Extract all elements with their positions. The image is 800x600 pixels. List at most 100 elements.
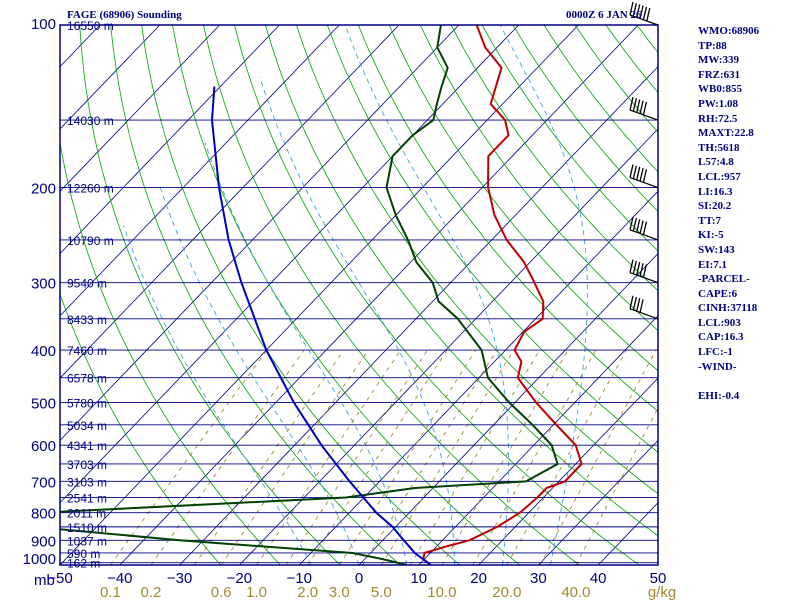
wind-barb-staff [629, 109, 659, 121]
index-line: MW:339 [698, 54, 739, 67]
mixing-ratio-label: 40.0 [561, 584, 590, 600]
pressure-tick-label: 100 [31, 16, 56, 33]
mixing-ratio-line [539, 349, 657, 565]
mixing-ratio-line [194, 349, 345, 565]
temperature-tick-label: −30 [167, 570, 192, 587]
index-line: LCL:957 [698, 170, 741, 183]
chart-title: FAGE (68906) Sounding [67, 9, 182, 21]
wind-barb-flag [629, 1, 634, 16]
mixing-ratio-line [285, 349, 428, 565]
wind-barb-flag [632, 217, 637, 232]
moist-adiabat [259, 77, 456, 565]
height-label: 2541 m [67, 492, 107, 506]
index-line: PW:1.08 [698, 97, 739, 110]
wind-barb-flag [629, 259, 634, 273]
wind-barb-flag [642, 169, 648, 183]
height-label: 1037 m [67, 534, 107, 548]
height-label: 6578 m [67, 372, 107, 386]
dry-adiabat [110, 25, 401, 565]
wind-barb [629, 216, 659, 241]
moist-adiabat [159, 187, 360, 565]
wind-barb-flag [642, 264, 648, 278]
index-line: LFC:-1 [698, 346, 733, 359]
isotherm-line [418, 315, 658, 565]
mixing-ratio-label: 5.0 [371, 584, 392, 600]
height-label: 590 m [67, 547, 100, 561]
index-line: TT:7 [698, 214, 722, 227]
index-line: TP:88 [698, 39, 727, 52]
index-line: MAXT:22.8 [698, 127, 754, 140]
index-line: SI:20.2 [698, 200, 732, 213]
wind-barb-flag [642, 6, 648, 20]
height-label: 12260 m [67, 182, 114, 196]
height-label: 14030 m [67, 114, 114, 128]
chart-grid [60, 25, 658, 565]
index-line: TH:5618 [698, 141, 740, 154]
mixing-ratio-label: 10.0 [427, 584, 456, 600]
height-label: 162 m [67, 557, 100, 571]
temperature-tick-label: 40 [590, 570, 607, 587]
index-line: WMO:68906 [698, 25, 760, 37]
mixing-ratio-label: 1.0 [246, 584, 267, 600]
isotherm-line [60, 25, 400, 379]
wind-barb-flag [639, 299, 644, 313]
pressure-tick-label: 900 [31, 533, 56, 550]
wind-barb [629, 164, 659, 189]
wind-barb [629, 259, 659, 284]
temperature-tick-label: 10 [410, 570, 427, 587]
wind-barb-flag [639, 168, 644, 182]
moist-adiabat [123, 225, 312, 565]
mixing-ratio-line [409, 349, 541, 565]
height-label: 5034 m [67, 419, 107, 433]
observation-time: 0000Z 6 JAN 26 [566, 9, 642, 21]
isobars [60, 24, 658, 566]
pressure-tick-label: 700 [31, 474, 56, 491]
pressure-tick-label: 400 [31, 343, 56, 360]
isotherm-line [60, 25, 519, 504]
pressure-tick-label: 1000 [23, 551, 56, 568]
wind-barb-flag [629, 164, 634, 178]
mixing-ratio-label: 0.1 [100, 584, 121, 600]
moist-adiabat [499, 25, 588, 565]
mixing-ratio-line [362, 349, 498, 565]
wind-barb-staff [629, 176, 659, 189]
wind-barb-flag [642, 101, 648, 116]
dry-adiabat [296, 25, 658, 495]
temperature-tick-label: 50 [650, 570, 667, 587]
height-label: 3103 m [67, 475, 107, 489]
index-line: RH:72.5 [698, 112, 738, 125]
index-line: -PARCEL- [698, 273, 750, 286]
wind-barb-flag [639, 220, 644, 234]
mixing-ratio-label: 0.2 [141, 584, 162, 600]
index-line: L57:4.8 [698, 156, 734, 169]
plot-frame [59, 24, 659, 566]
wind-barb-staff [629, 229, 659, 241]
pressure-tick-label: 500 [31, 395, 56, 412]
isotherm-line [119, 25, 639, 565]
temperature-tick-label: −50 [47, 570, 72, 587]
wind-barb-flag [632, 3, 637, 17]
index-line [698, 374, 759, 389]
stability-indices-panel: WMO:68906 TP:88 MW:339 FRZ:631 WB0:855 PW:1.0… [698, 24, 759, 403]
isotherm-line [239, 128, 658, 565]
wind-barb-staff [629, 14, 659, 26]
index-line: FRZ:631 [698, 68, 741, 81]
pressure-tick-label: 200 [31, 181, 56, 198]
temperature-tick-label: 30 [530, 570, 547, 587]
height-label: 9540 m [67, 277, 107, 291]
wind-barb-flag [632, 260, 637, 274]
dewpoint-trace [60, 25, 559, 565]
isotherm-line [60, 25, 161, 130]
wind-barb-flag [642, 221, 648, 235]
dry-adiabat [574, 25, 658, 133]
height-label: 3703 m [67, 458, 107, 472]
mixing-ratio-line [380, 349, 514, 565]
wind-barb-flag [636, 261, 641, 276]
wind-barb-flag [629, 216, 634, 231]
height-label: 2011 m [67, 507, 106, 521]
mixing-ratio-line [506, 349, 627, 565]
isotherm-line [60, 25, 280, 255]
mixing-ratio-line [575, 406, 658, 565]
wind-barb-flag [639, 5, 644, 19]
